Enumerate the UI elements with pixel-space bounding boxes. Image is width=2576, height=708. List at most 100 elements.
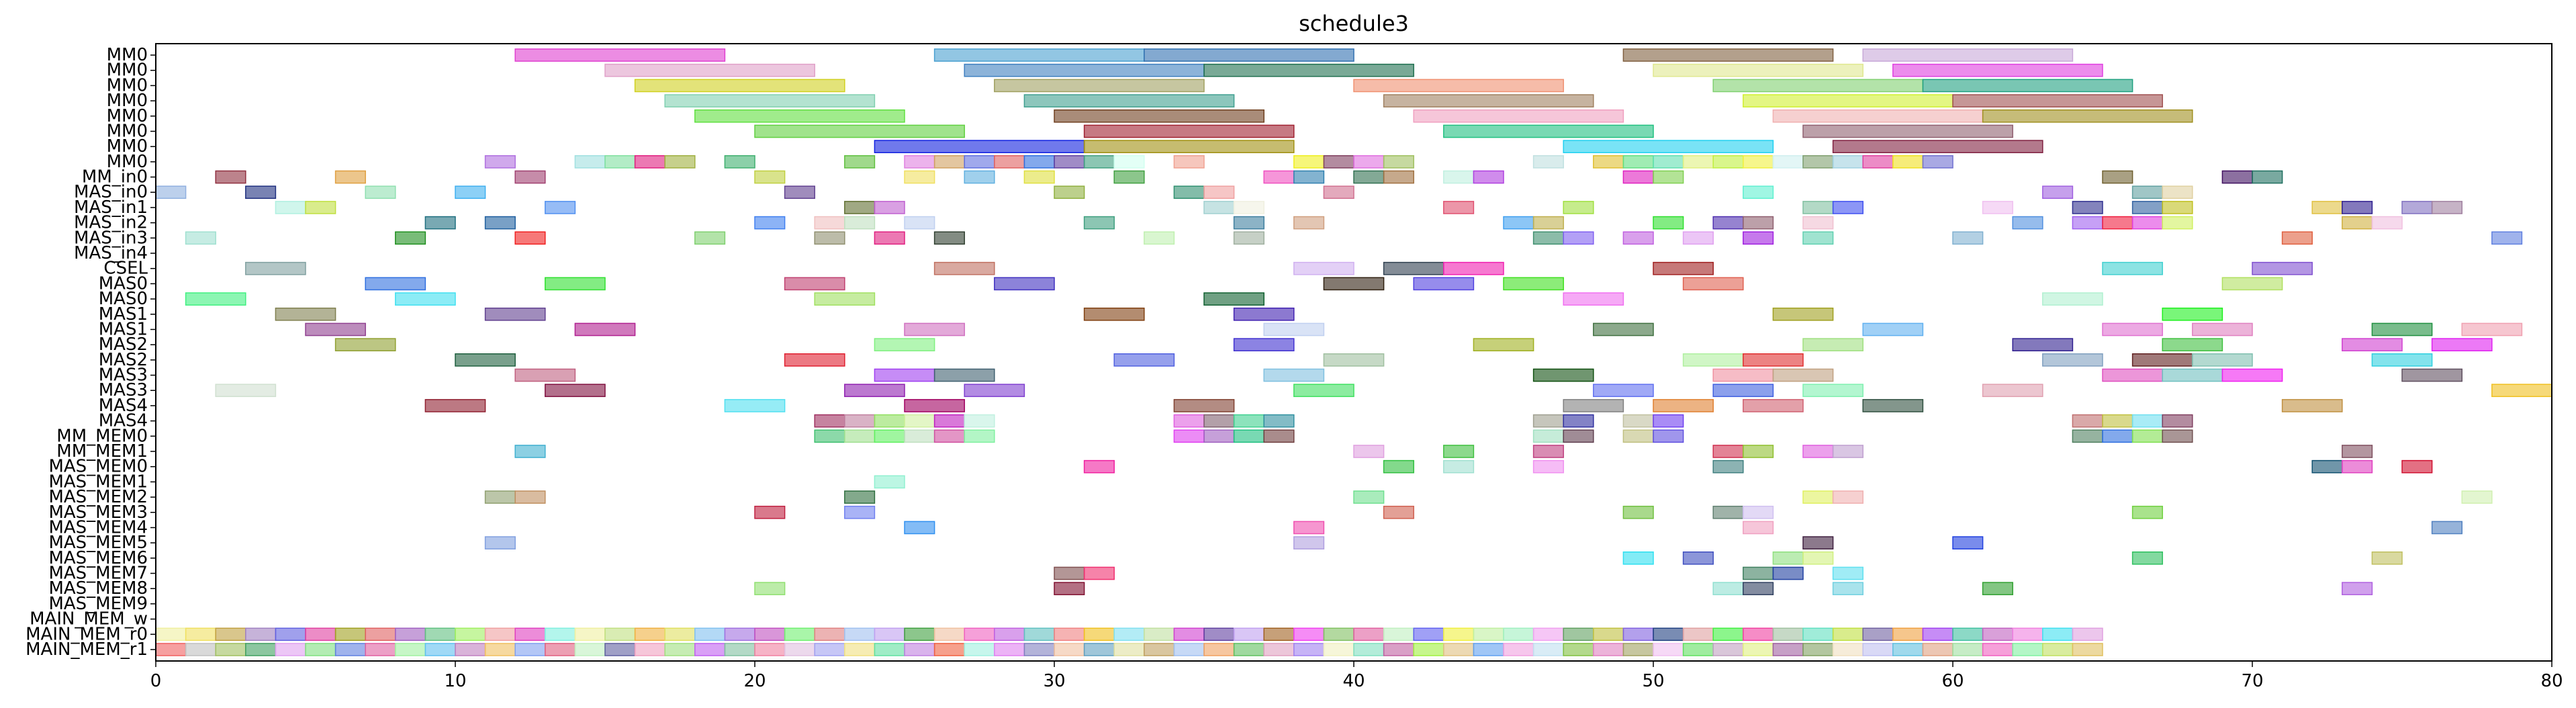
task-bar xyxy=(1712,368,1774,382)
y-tick-label: MM0 xyxy=(107,136,148,157)
y-tick-label: MAS_in3 xyxy=(74,228,148,248)
main-mem-r1-bar xyxy=(365,643,396,656)
task-bar xyxy=(2131,414,2163,428)
task-bar xyxy=(1443,459,1475,474)
main-mem-r0-bar xyxy=(365,627,396,641)
task-bar xyxy=(1173,429,1205,443)
task-bar xyxy=(2131,185,2163,200)
task-bar xyxy=(334,170,366,184)
task-bar xyxy=(933,261,995,275)
task-bar xyxy=(1622,429,1654,443)
main-mem-r1-bar xyxy=(814,643,845,656)
task-bar xyxy=(2162,368,2223,382)
task-bar xyxy=(1263,414,1295,428)
main-mem-r1-bar xyxy=(1473,643,1504,656)
main-mem-r1-bar xyxy=(1144,643,1175,656)
y-tick-label: MAS_MEM3 xyxy=(48,502,148,523)
task-bar xyxy=(2102,322,2163,337)
task-bar xyxy=(2042,353,2103,367)
main-mem-r0-bar xyxy=(1083,627,1115,641)
task-bar xyxy=(2252,261,2313,275)
task-bar xyxy=(1682,551,1714,565)
task-bar xyxy=(545,201,576,214)
task-bar xyxy=(1293,216,1325,230)
task-bar xyxy=(1532,445,1564,458)
task-bar xyxy=(545,384,606,398)
task-bar xyxy=(874,338,935,351)
main-mem-r1-bar xyxy=(1682,643,1714,656)
main-mem-r1-bar xyxy=(1054,643,1085,656)
task-bar xyxy=(904,521,935,535)
main-mem-r0-bar xyxy=(2072,627,2103,641)
task-bar xyxy=(1563,231,1594,245)
task-bar xyxy=(2102,368,2163,382)
task-bar xyxy=(1832,490,1864,504)
main-mem-r1-bar xyxy=(1383,643,1414,656)
y-tick-label: MAIN_MEM_w xyxy=(30,609,148,629)
y-tick-label: MM_MEM1 xyxy=(56,441,148,461)
task-bar xyxy=(664,94,876,107)
task-bar xyxy=(1473,170,1504,184)
task-bar xyxy=(1743,582,1774,596)
task-bar xyxy=(604,155,636,169)
task-bar xyxy=(1532,429,1564,443)
y-tick-label: MM0 xyxy=(107,91,148,111)
task-bar xyxy=(994,79,1205,93)
main-mem-r0-bar xyxy=(215,627,246,641)
y-tick-label: MAS_MEM6 xyxy=(48,548,148,568)
task-bar xyxy=(1203,185,1235,200)
task-bar xyxy=(904,429,935,443)
task-bar xyxy=(1772,155,1804,169)
task-bar xyxy=(1083,140,1295,153)
task-bar xyxy=(424,399,486,412)
task-bar xyxy=(245,185,277,200)
task-bar xyxy=(514,170,546,184)
task-bar xyxy=(634,79,845,93)
main-mem-r1-bar xyxy=(1323,643,1354,656)
x-tick-label: 80 xyxy=(2540,671,2563,691)
task-bar xyxy=(933,231,965,245)
main-mem-r0-bar xyxy=(424,627,456,641)
y-tick-label: MAS_MEM4 xyxy=(48,517,148,537)
main-mem-r0-bar xyxy=(874,627,905,641)
task-bar xyxy=(2192,322,2253,337)
task-bar xyxy=(1203,201,1235,214)
task-bar xyxy=(365,277,426,291)
task-bar xyxy=(1473,338,1534,351)
task-bar xyxy=(964,429,995,443)
main-mem-r0-bar xyxy=(334,627,366,641)
task-bar xyxy=(1563,429,1594,443)
main-mem-r0-bar xyxy=(933,627,965,641)
task-bar xyxy=(1532,155,1564,169)
y-tick-label: MAS0 xyxy=(99,273,148,294)
task-bar xyxy=(964,155,995,169)
task-bar xyxy=(2012,216,2043,230)
main-mem-r1-bar xyxy=(1023,643,1055,656)
task-bar xyxy=(1413,277,1475,291)
main-mem-r1-bar xyxy=(1203,643,1235,656)
y-tick-label: MM_in0 xyxy=(82,167,148,187)
task-bar xyxy=(1144,48,1354,62)
main-mem-r1-bar xyxy=(1532,643,1564,656)
task-bar xyxy=(634,155,665,169)
task-bar xyxy=(1862,48,2074,62)
main-mem-r1-bar xyxy=(1622,643,1654,656)
task-bar xyxy=(1263,368,1325,382)
y-tick-label: MAS_MEM1 xyxy=(48,472,148,492)
task-bar xyxy=(1563,201,1594,214)
task-bar xyxy=(2401,368,2463,382)
task-bar xyxy=(1712,445,1744,458)
task-bar xyxy=(904,414,935,428)
main-mem-r0-bar xyxy=(784,627,815,641)
y-axis-labels: MM0MM0MM0MM0MM0MM0MM0MM0MM_in0MAS_in0MAS… xyxy=(26,45,156,660)
task-bar xyxy=(2131,201,2163,214)
main-mem-r0-bar xyxy=(1203,627,1235,641)
task-bar xyxy=(1083,155,1115,169)
task-bar xyxy=(2072,414,2103,428)
task-bar xyxy=(424,216,456,230)
task-bar xyxy=(1622,505,1654,519)
x-tick-label: 10 xyxy=(444,671,466,691)
main-mem-r0-bar xyxy=(1443,627,1475,641)
main-mem-r1-bar xyxy=(1892,643,1924,656)
task-bar xyxy=(1383,155,1414,169)
